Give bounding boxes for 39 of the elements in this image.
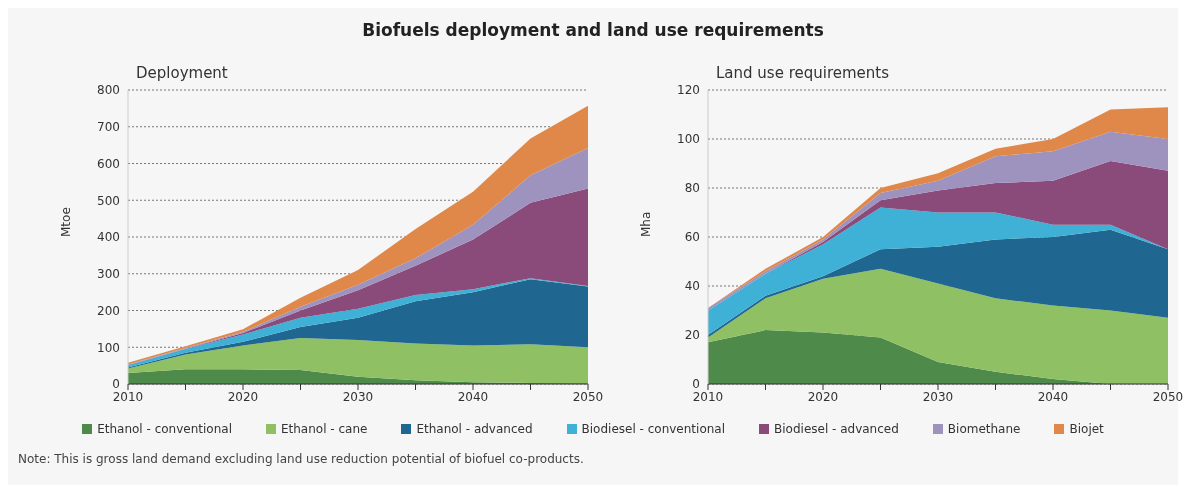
x-tick-label: 2030 <box>342 389 374 404</box>
y-tick-label: 200 <box>97 303 120 318</box>
text: Note: This is gross land demand excluding land use reduction potential of biofuel co-products. <box>17 452 585 466</box>
legend-label: Ethanol - cane <box>279 422 368 436</box>
x-tick-label: 2010 <box>112 389 144 404</box>
legend-label: Biojet <box>1068 422 1104 436</box>
y-tick-label: 0 <box>112 377 120 392</box>
x-tick-label: 2050 <box>1152 389 1184 404</box>
y-tick-label: 120 <box>677 83 700 98</box>
y-tick-label: 0 <box>692 377 700 392</box>
y-tick-label: 60 <box>684 230 700 245</box>
y-tick-label: 500 <box>97 193 120 208</box>
legend-label: Biodiesel - advanced <box>773 422 899 436</box>
y-tick-label: 400 <box>97 230 120 245</box>
y-tick-label: 300 <box>97 267 120 282</box>
y-tick-label: 700 <box>97 120 120 135</box>
x-tick-label: 2010 <box>692 389 724 404</box>
x-tick-label: 2040 <box>457 389 489 404</box>
y-tick-label: 40 <box>684 279 700 294</box>
x-tick-label: 2030 <box>922 389 954 404</box>
legend-label: Biodiesel - conventional <box>580 422 726 436</box>
x-tick-label: 2040 <box>1037 389 1069 404</box>
legend-label: Ethanol - conventional <box>96 422 232 436</box>
x-tick-label: 2020 <box>227 389 259 404</box>
y-tick-label: 20 <box>684 328 700 343</box>
chart-subtitle: Land use requirements <box>716 64 890 82</box>
y-tick-label: 100 <box>677 132 700 147</box>
chart-subtitle: Deployment <box>136 64 228 82</box>
y-tick-label: 80 <box>684 181 700 196</box>
y-tick-label: 100 <box>97 340 120 355</box>
x-tick-label: 2020 <box>807 389 839 404</box>
y-axis-title: Mtoe <box>59 207 74 237</box>
legend-label: Ethanol - advanced <box>415 422 533 436</box>
y-tick-label: 600 <box>97 156 120 171</box>
chart-title: Biofuels deployment and land use requirements <box>361 19 825 42</box>
x-tick-label: 2050 <box>572 389 604 404</box>
y-tick-label: 800 <box>97 83 120 98</box>
y-axis-title: Mha <box>639 211 654 237</box>
legend-label: Biomethane <box>946 422 1021 436</box>
